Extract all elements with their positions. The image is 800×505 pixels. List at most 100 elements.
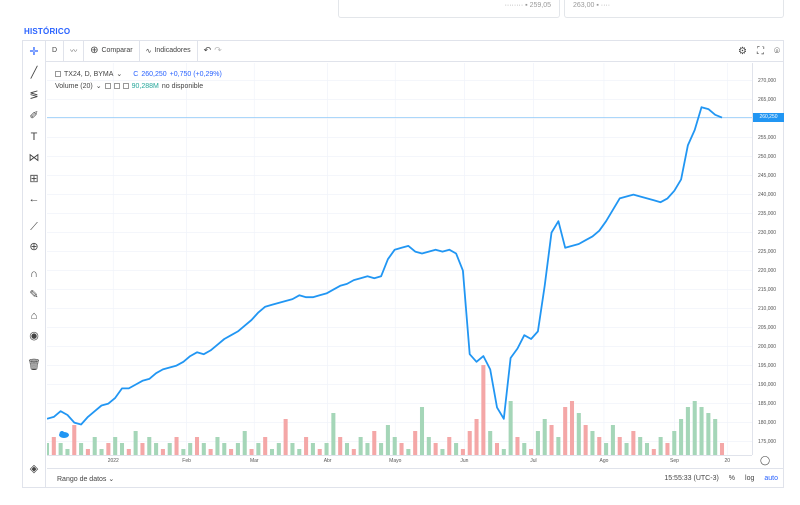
interval-label: D xyxy=(52,47,58,54)
price-tick: 200,000 xyxy=(758,343,777,350)
volume-bar xyxy=(229,449,234,455)
volume-bar xyxy=(488,431,493,455)
gear-icon[interactable]: ⚙ xyxy=(738,45,747,57)
volume-bar xyxy=(358,437,363,455)
indicators-button[interactable]: ∿ Indicadores xyxy=(140,39,198,62)
pattern-icon[interactable]: ⋈ xyxy=(28,152,40,164)
volume-bar xyxy=(644,443,650,455)
time-tick: Jul xyxy=(530,458,537,464)
back-arrow-icon[interactable]: ← xyxy=(28,193,40,205)
price-axis[interactable]: 270,000265,000260,000255,000250,000245,0… xyxy=(752,63,784,455)
volume-bar xyxy=(522,443,527,455)
camera-icon[interactable]: ⌾ xyxy=(774,45,780,57)
date-range-button[interactable]: Rango de datos ⌄ xyxy=(57,475,114,483)
brush-icon[interactable]: ✐ xyxy=(29,110,39,122)
crosshair-icon[interactable]: ✛ xyxy=(29,46,39,58)
volume-bar xyxy=(426,437,431,455)
trend-line-icon[interactable]: ╱ xyxy=(30,67,38,79)
zoom-in-icon[interactable]: ⊕ xyxy=(29,241,39,253)
volume-bar xyxy=(604,443,609,455)
chart-widget xyxy=(22,40,784,488)
volume-bar xyxy=(692,401,697,455)
lock-drawings-icon[interactable]: ✎ xyxy=(29,289,39,301)
ruler-icon[interactable]: ⟋ xyxy=(30,221,38,233)
volume-label[interactable]: Volume (20) xyxy=(55,82,93,90)
volume-bar xyxy=(460,449,465,455)
interval-button[interactable]: D xyxy=(46,39,65,62)
compare-button[interactable]: ⊕ Comparar xyxy=(84,39,140,62)
volume-bar xyxy=(569,401,575,455)
toolbar-right: ⚙ ⛶ ⌾ xyxy=(738,40,780,62)
time-tick: 20 xyxy=(724,458,731,464)
auto-toggle[interactable]: auto xyxy=(764,475,778,482)
symbol-label[interactable]: TX24, D, BYMA xyxy=(64,70,114,78)
percent-toggle[interactable]: % xyxy=(728,475,736,482)
volume-bar xyxy=(72,425,77,455)
volume-bar xyxy=(624,443,629,455)
volume-bar xyxy=(194,437,200,455)
time-tick: Abr xyxy=(323,458,332,464)
volume-bar xyxy=(719,443,725,455)
chart-type-button[interactable]: 〰 xyxy=(64,39,85,62)
volume-bar xyxy=(201,443,206,455)
time-axis[interactable]: 2022 Feb Mar Abr Mayo Jun Jul Ago Sep 20 xyxy=(47,455,752,468)
volume-bar xyxy=(304,437,309,455)
date-range-label: Rango de datos xyxy=(57,476,107,483)
volume-bar xyxy=(99,449,104,455)
volume-bar xyxy=(351,449,356,455)
prediction-icon[interactable]: ⊞ xyxy=(29,173,39,185)
text-icon[interactable]: T xyxy=(30,131,38,143)
volume-bar xyxy=(65,449,70,455)
magnet-icon[interactable]: ∩ xyxy=(30,268,38,280)
lock-icon[interactable]: ⌂ xyxy=(30,310,38,322)
volume-bar xyxy=(413,431,418,455)
axis-settings-icon[interactable]: ◯ xyxy=(760,455,771,465)
chevron-down-icon: ⌄ xyxy=(108,476,115,483)
price-tick: 180,000 xyxy=(758,419,777,426)
price-tick: 270,000 xyxy=(758,77,777,84)
volume-bar xyxy=(494,443,500,455)
volume-bar xyxy=(440,449,445,455)
undo-redo: ↶ ↷ xyxy=(198,40,228,62)
volume-bar xyxy=(263,437,268,455)
fib-icon[interactable]: ≶ xyxy=(29,89,39,101)
redo-icon[interactable]: ↷ xyxy=(214,45,222,55)
price-chart[interactable] xyxy=(47,63,752,455)
settings-toggle-icon[interactable] xyxy=(113,83,120,89)
volume-bar xyxy=(344,443,350,455)
layers-icon[interactable]: ◈ xyxy=(29,463,39,475)
volume-bar xyxy=(181,449,186,455)
volume-bars xyxy=(47,365,725,455)
price-tick: 175,000 xyxy=(758,438,777,445)
volume-bar xyxy=(215,437,220,455)
volume-bar xyxy=(610,425,615,455)
volume-bar xyxy=(563,407,568,455)
volume-bar xyxy=(481,365,486,455)
volume-bar xyxy=(188,443,193,455)
volume-bar xyxy=(222,443,227,455)
volume-bar xyxy=(276,443,281,455)
volume-bar xyxy=(126,449,131,455)
eye-toggle-icon[interactable] xyxy=(104,83,111,89)
clock-label: 15:55:33 (UTC-3) xyxy=(664,475,719,482)
price-tick: 245,000 xyxy=(758,172,777,179)
time-tick: Mar xyxy=(249,458,259,464)
volume-bar xyxy=(256,443,261,455)
volume-bar xyxy=(92,437,97,455)
volume-bar xyxy=(399,443,404,455)
volume-bar xyxy=(290,443,295,455)
eye-icon[interactable]: ◉ xyxy=(29,330,39,342)
fullscreen-icon[interactable]: ⛶ xyxy=(757,45,764,57)
volume-bar xyxy=(365,443,370,455)
volume-bar xyxy=(85,449,90,455)
volume-bar xyxy=(51,437,56,455)
time-tick: Feb xyxy=(182,458,191,464)
volume-bar xyxy=(658,437,663,455)
change-value: +0,750 (+0,29%) xyxy=(169,70,222,78)
log-toggle[interactable]: log xyxy=(745,475,755,482)
close-toggle-icon[interactable] xyxy=(122,83,129,89)
trash-icon[interactable]: 🗑 xyxy=(27,359,41,371)
chevron-down-icon: ⌄ xyxy=(95,83,102,90)
volume-bar xyxy=(324,443,329,455)
undo-icon[interactable]: ↶ xyxy=(203,45,212,55)
